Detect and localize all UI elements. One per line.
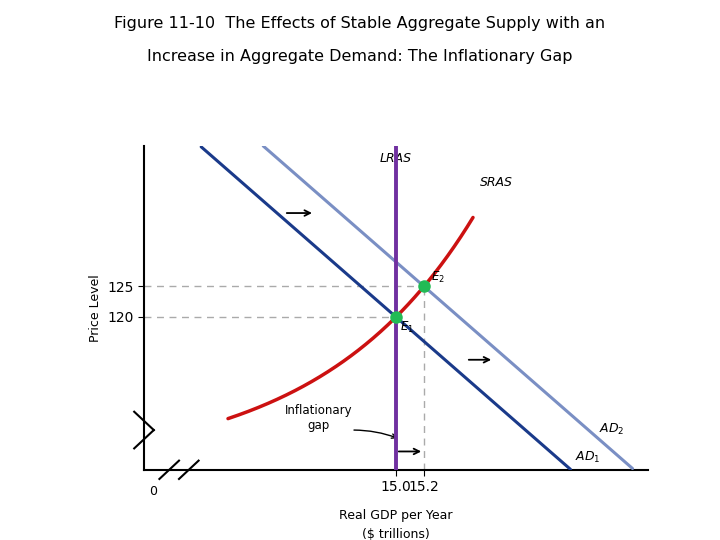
Text: LRAS: LRAS	[379, 152, 411, 165]
Text: Figure 11-10  The Effects of Stable Aggregate Supply with an: Figure 11-10 The Effects of Stable Aggre…	[114, 16, 606, 31]
Text: Increase in Aggregate Demand: The Inflationary Gap: Increase in Aggregate Demand: The Inflat…	[148, 49, 572, 64]
Text: $E_1$: $E_1$	[400, 320, 414, 335]
Text: 0: 0	[150, 485, 158, 498]
Text: Real GDP per Year: Real GDP per Year	[339, 509, 453, 522]
Y-axis label: Price Level: Price Level	[89, 274, 102, 342]
Text: $AD_2$: $AD_2$	[599, 422, 624, 437]
Text: $AD_1$: $AD_1$	[575, 450, 600, 465]
Text: SRAS: SRAS	[480, 177, 513, 190]
Text: Inflationary
gap: Inflationary gap	[285, 404, 353, 432]
Text: $E_2$: $E_2$	[431, 269, 445, 285]
Text: ($ trillions): ($ trillions)	[362, 528, 430, 540]
